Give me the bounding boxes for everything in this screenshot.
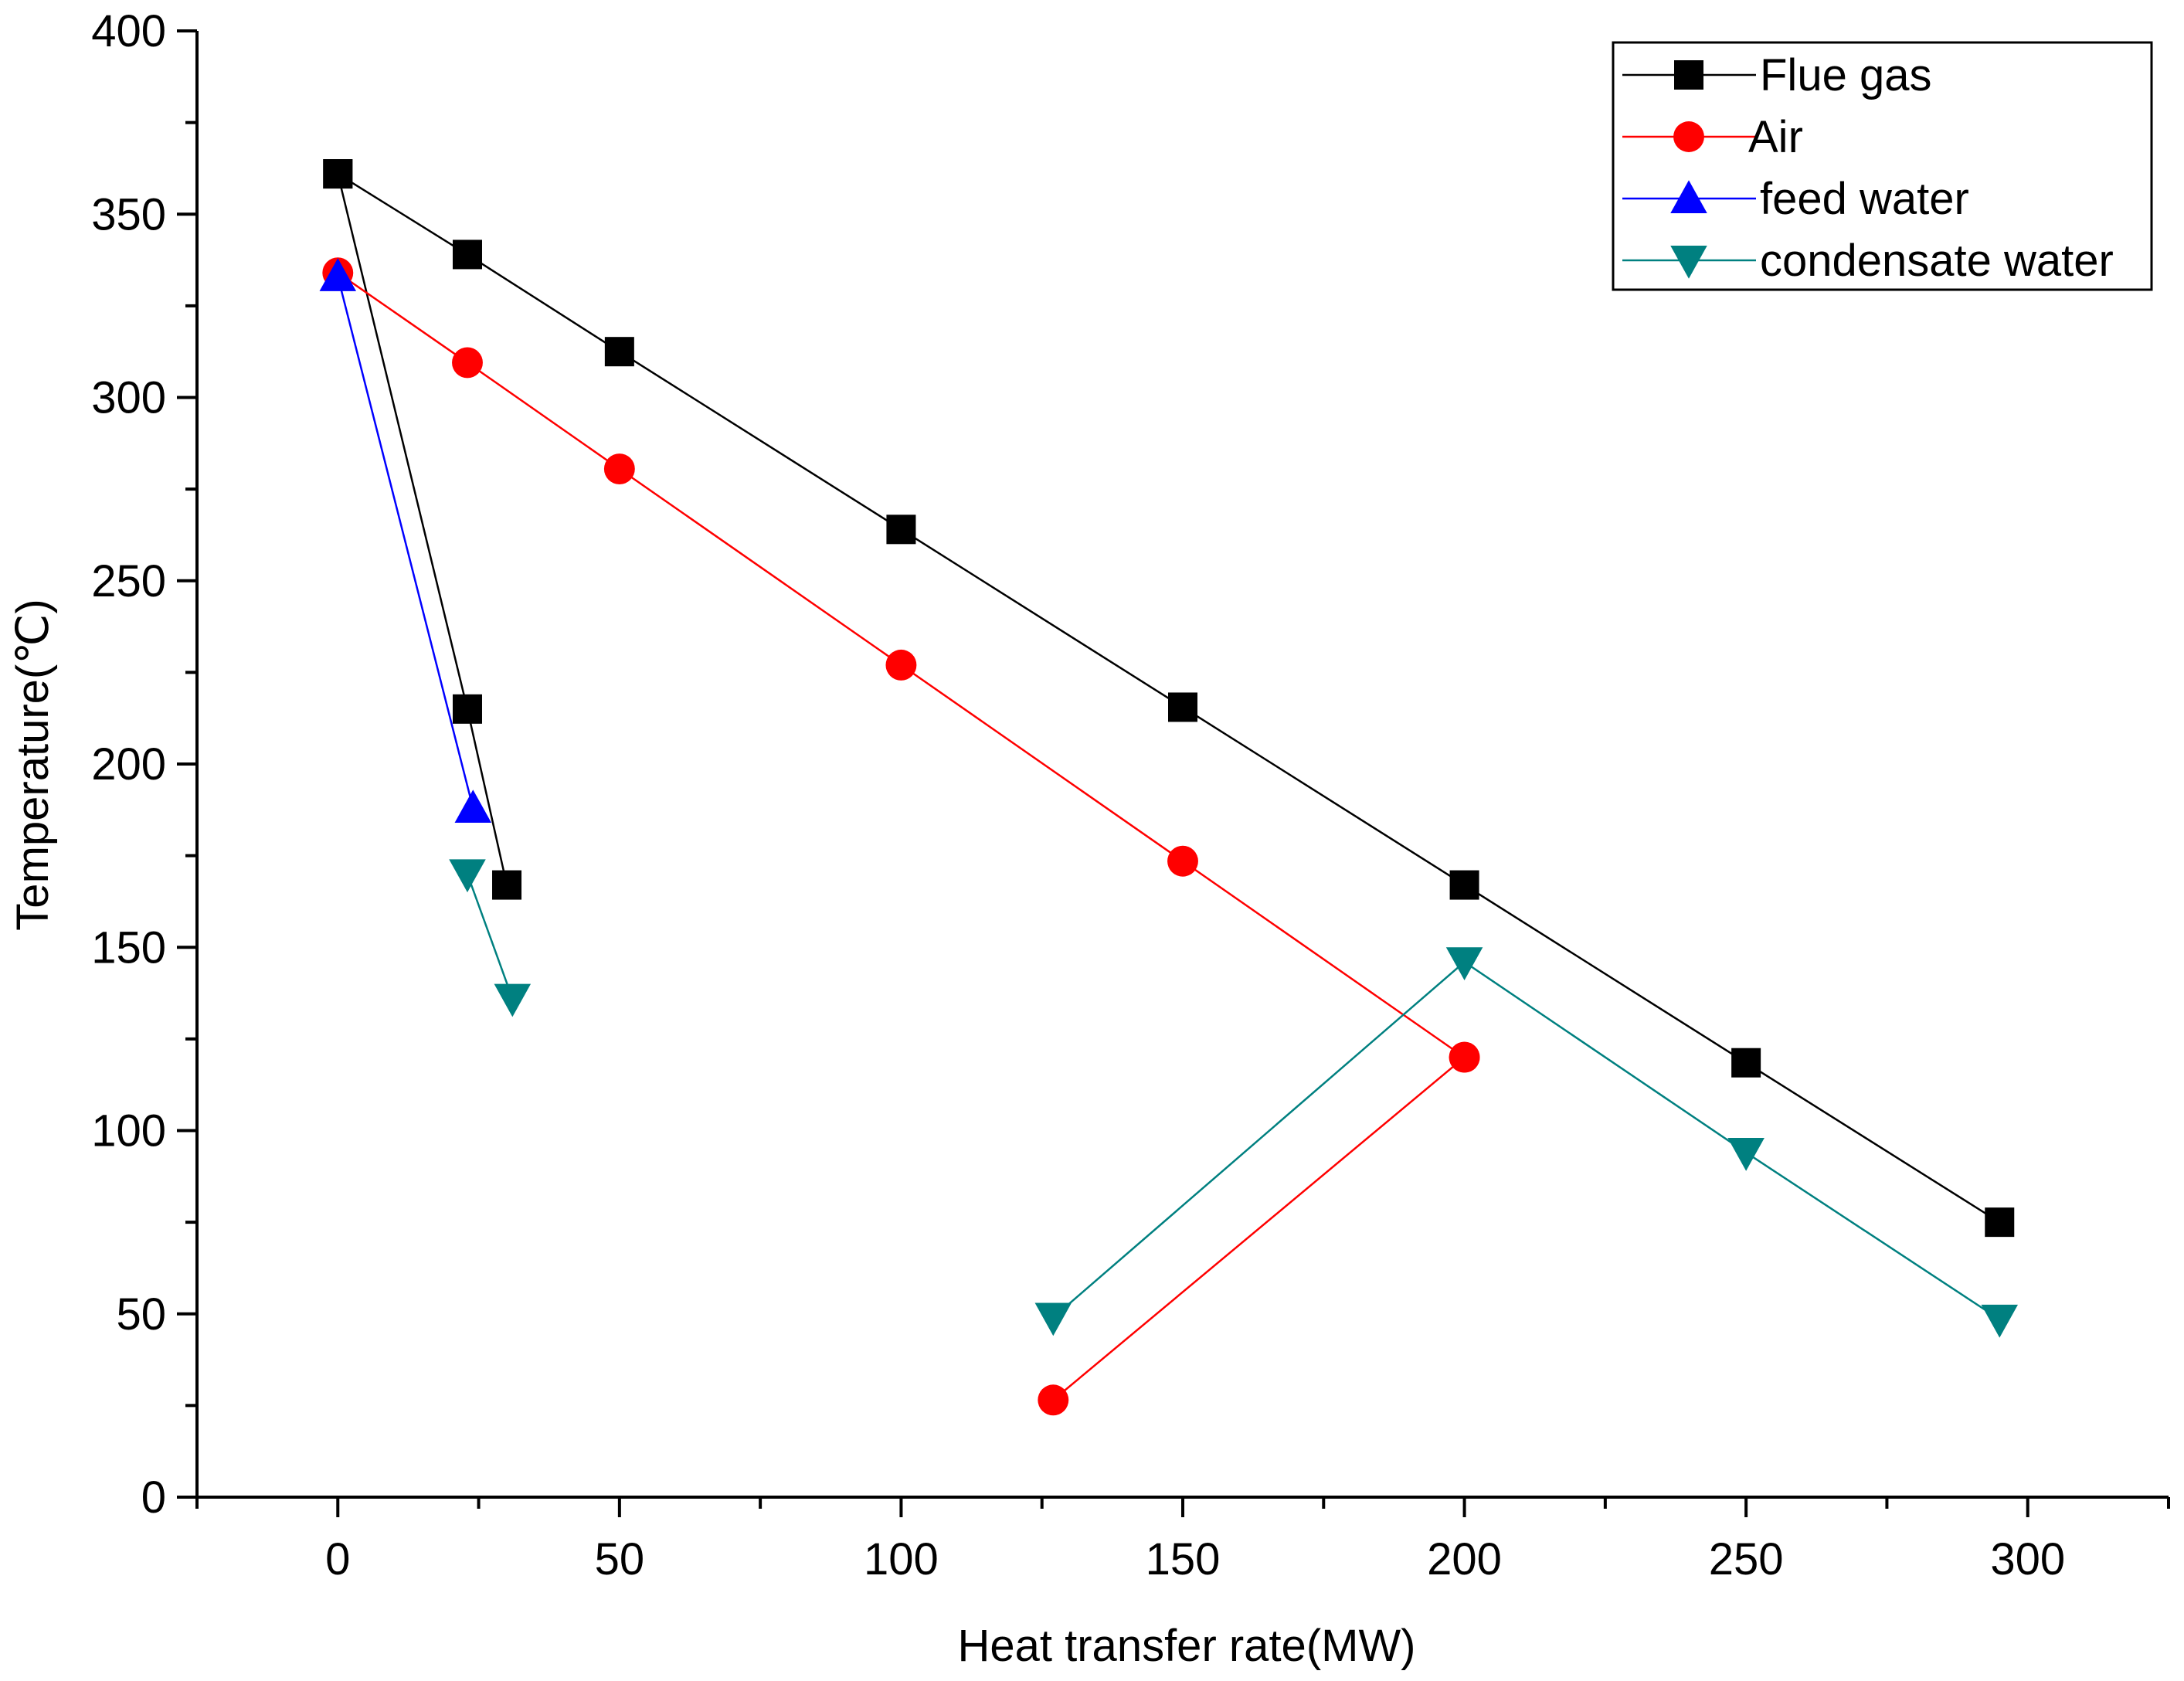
- y-tick-label: 300: [91, 373, 166, 423]
- flue-gas-point: [1731, 1048, 1761, 1078]
- legend-label-condensate-water: condensate water: [1760, 236, 2114, 286]
- series-feed-water: [319, 258, 492, 823]
- series-flue-gas: [323, 159, 2015, 1238]
- x-tick-label: 200: [1427, 1534, 1502, 1584]
- x-tick-label: 300: [1990, 1534, 2065, 1584]
- condensate-water-point: [1034, 1302, 1072, 1336]
- y-tick-label: 50: [116, 1289, 166, 1340]
- series-layer: [319, 159, 2019, 1416]
- legend-marker-air: [1673, 121, 1704, 152]
- feed-water-point: [454, 790, 492, 823]
- legend: Flue gas Air feed water condensate water: [1612, 41, 2153, 291]
- y-tick-label: 150: [91, 922, 166, 973]
- x-tick-label: 0: [325, 1534, 350, 1584]
- y-tick-label: 400: [91, 6, 166, 56]
- flue-gas-point: [492, 870, 522, 900]
- y-tick-label: 0: [141, 1472, 166, 1523]
- condensate-water-point: [1727, 1137, 1765, 1171]
- y-tick-label: 100: [91, 1106, 166, 1156]
- feed-water-point: [319, 258, 357, 291]
- x-tick-label: 250: [1709, 1534, 1784, 1584]
- air-point: [1038, 1384, 1069, 1416]
- air-point: [452, 347, 483, 379]
- legend-label-air: Air: [1748, 112, 1803, 162]
- flue-gas-point: [1168, 692, 1197, 722]
- y-tick-label: 350: [91, 189, 166, 239]
- axes: 0 50 100 150 200 250 300 0 50 100 150 200 250 300 350 4…: [91, 6, 2170, 1584]
- flue-gas-point: [886, 514, 916, 545]
- condensate-water-line: [466, 873, 514, 1000]
- condensate-water-point: [449, 859, 486, 893]
- condensate-water-line: [1052, 960, 2000, 1320]
- legend-marker-flue-gas: [1674, 60, 1703, 90]
- y-tick-label: 250: [91, 556, 166, 606]
- air-point: [1449, 1041, 1480, 1073]
- air-point: [885, 649, 917, 681]
- x-tick-label: 150: [1146, 1534, 1221, 1584]
- legend-marker-feed-water: [1670, 180, 1707, 213]
- y-axis-title: Temperature(℃): [8, 599, 58, 930]
- x-tick-label: 50: [595, 1534, 645, 1584]
- x-tick-label: 100: [864, 1534, 939, 1584]
- flue-gas-point: [1985, 1207, 2015, 1238]
- legend-label-feed-water: feed water: [1760, 174, 1969, 224]
- condensate-water-point: [1981, 1304, 2019, 1338]
- flue-gas-point: [1449, 870, 1479, 900]
- flue-gas-point: [452, 239, 482, 270]
- flue-gas-point: [604, 337, 634, 367]
- feed-water-line: [337, 276, 474, 809]
- flue-gas-point: [323, 159, 353, 189]
- air-line: [337, 272, 1466, 1058]
- legend-label-flue-gas: Flue gas: [1760, 50, 1931, 100]
- condensate-water-point: [494, 983, 532, 1017]
- air-point: [1167, 845, 1198, 877]
- flue-gas-line: [337, 172, 2000, 1224]
- legend-marker-condensate-water: [1670, 246, 1707, 279]
- flue-gas-point: [452, 694, 482, 724]
- air-line: [1052, 1056, 1466, 1401]
- series-condensate-water: [449, 859, 2019, 1338]
- x-axis-title: Heat transfer rate(MW): [958, 1621, 1416, 1671]
- air-point: [603, 453, 635, 484]
- condensate-water-point: [1445, 947, 1483, 980]
- y-tick-label: 200: [91, 739, 166, 790]
